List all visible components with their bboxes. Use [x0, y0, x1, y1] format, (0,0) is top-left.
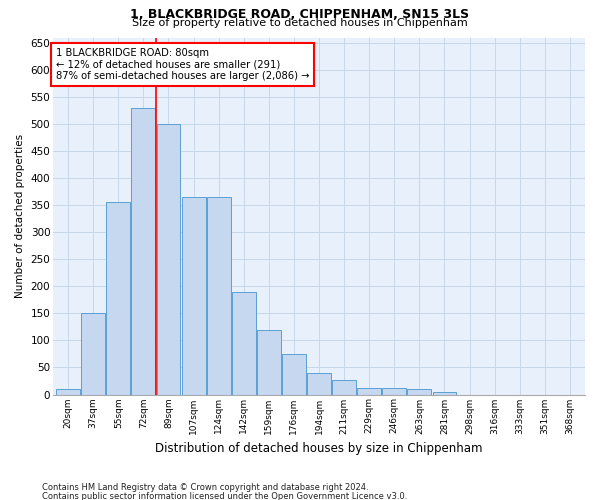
Bar [407, 389, 431, 394]
Bar [207, 197, 230, 394]
Y-axis label: Number of detached properties: Number of detached properties [15, 134, 25, 298]
Bar [182, 197, 206, 394]
Bar [56, 389, 80, 394]
Bar [82, 314, 105, 394]
Bar [332, 380, 356, 394]
X-axis label: Distribution of detached houses by size in Chippenham: Distribution of detached houses by size … [155, 442, 483, 455]
Text: Contains HM Land Registry data © Crown copyright and database right 2024.: Contains HM Land Registry data © Crown c… [42, 484, 368, 492]
Bar [358, 388, 381, 394]
Text: 1, BLACKBRIDGE ROAD, CHIPPENHAM, SN15 3LS: 1, BLACKBRIDGE ROAD, CHIPPENHAM, SN15 3L… [130, 8, 470, 20]
Bar [382, 388, 406, 394]
Bar [257, 330, 281, 394]
Text: 1 BLACKBRIDGE ROAD: 80sqm
← 12% of detached houses are smaller (291)
87% of semi: 1 BLACKBRIDGE ROAD: 80sqm ← 12% of detac… [56, 48, 309, 82]
Text: Contains public sector information licensed under the Open Government Licence v3: Contains public sector information licen… [42, 492, 407, 500]
Bar [282, 354, 306, 395]
Text: Size of property relative to detached houses in Chippenham: Size of property relative to detached ho… [132, 18, 468, 28]
Bar [106, 202, 130, 394]
Bar [307, 373, 331, 394]
Bar [131, 108, 155, 395]
Bar [232, 292, 256, 395]
Bar [433, 392, 457, 394]
Bar [157, 124, 181, 394]
